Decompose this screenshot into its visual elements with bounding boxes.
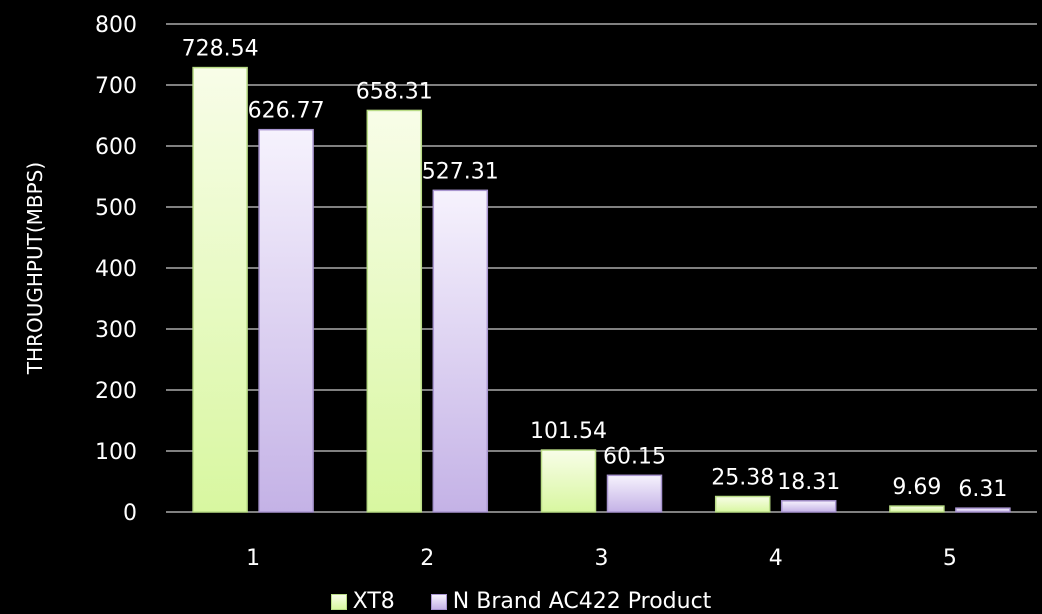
throughput-chart: 728.54 658.31 101.54 25.38 9.69 626.77 527.31 6… (23, 13, 1037, 571)
data-label: 9.69 (892, 475, 941, 500)
legend-swatch-n-brand (430, 593, 447, 610)
y-tick-label: 100 (95, 440, 137, 465)
bar (432, 189, 489, 513)
data-label: 25.38 (711, 466, 774, 491)
bar (258, 128, 314, 513)
bar (889, 505, 945, 513)
y-tick-label: 300 (95, 318, 137, 343)
bars (192, 66, 1011, 513)
legend-label-xt8: XT8 (352, 589, 395, 614)
y-tick-label: 400 (95, 257, 137, 282)
data-label: 527.31 (422, 159, 499, 184)
data-label: 658.31 (356, 79, 433, 104)
y-tick-label: 0 (123, 501, 137, 526)
y-tick-label: 500 (95, 196, 137, 221)
x-tick-label: 5 (943, 546, 957, 571)
y-axis-title: THROUGHPUT(MBPS) (23, 162, 47, 375)
bar (540, 449, 597, 513)
data-label: 101.54 (530, 419, 607, 444)
x-tick-label: 2 (420, 546, 434, 571)
bar (714, 495, 771, 513)
legend: XT8 N Brand AC422 Product (0, 589, 1042, 614)
x-tick-label: 1 (246, 546, 260, 571)
x-tick-label: 4 (769, 546, 783, 571)
data-label: 60.15 (603, 444, 666, 469)
bar (955, 507, 1011, 513)
y-tick-label: 800 (95, 13, 137, 38)
bar (606, 474, 663, 513)
data-label: 18.31 (777, 470, 840, 495)
y-tick-label: 700 (95, 74, 137, 99)
axis-ticks: 0 100 200 300 400 500 600 700 800 1 2 3 4 5 (95, 13, 957, 571)
y-tick-label: 600 (95, 135, 137, 160)
x-tick-label: 3 (595, 546, 609, 571)
legend-item-xt8: XT8 (330, 589, 395, 614)
data-labels: 728.54 658.31 101.54 25.38 9.69 626.77 527.31 6… (182, 37, 1008, 503)
data-label: 728.54 (182, 37, 259, 62)
bar (192, 66, 248, 513)
bar (780, 500, 837, 513)
data-label: 626.77 (248, 99, 325, 124)
legend-label-n-brand: N Brand AC422 Product (452, 589, 712, 614)
legend-swatch-xt8 (330, 593, 347, 610)
y-tick-label: 200 (95, 379, 137, 404)
data-label: 6.31 (958, 477, 1007, 502)
bar (366, 109, 423, 513)
legend-item-n-brand: N Brand AC422 Product (430, 589, 712, 614)
